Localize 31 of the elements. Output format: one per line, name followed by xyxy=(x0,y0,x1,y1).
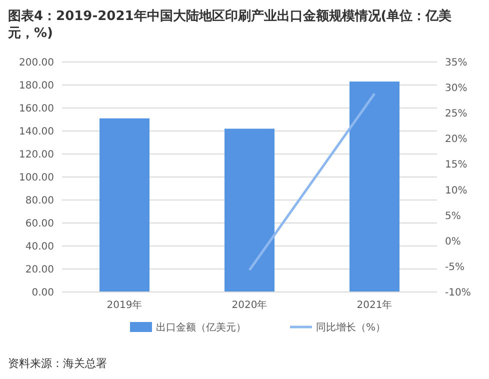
y-tick-label: 20.00 xyxy=(25,264,54,276)
y2-tick-label: 25% xyxy=(445,108,468,120)
y2-tick-label: 35% xyxy=(445,58,468,68)
y-tick-label: 80.00 xyxy=(25,196,54,206)
y-tick-label: 120.00 xyxy=(19,150,54,160)
y-tick-label: 100.00 xyxy=(19,172,54,184)
y2-tick-label: 10% xyxy=(445,185,468,196)
text: 资料来源：海关总署 xyxy=(8,357,107,370)
y-tick-label: 0.00 xyxy=(32,288,54,298)
y2-tick-label: -5% xyxy=(445,262,464,273)
bar xyxy=(100,118,150,292)
y-tick-label: 200.00 xyxy=(19,58,54,68)
y-tick-label: 140.00 xyxy=(19,126,54,138)
bar xyxy=(350,82,400,292)
legend-label: 同比增长（%） xyxy=(316,322,386,334)
y2-tick-label: 15% xyxy=(445,160,468,171)
x-tick-label: 2021年 xyxy=(356,299,392,311)
y-tick-label: 180.00 xyxy=(19,80,54,92)
y2-tick-label: 0% xyxy=(445,236,461,248)
bar xyxy=(224,128,274,292)
legend-label: 出口金额（亿美元） xyxy=(156,322,246,334)
x-tick-label: 2020年 xyxy=(232,299,268,311)
y2-tick-label: 5% xyxy=(445,210,461,222)
chart-title: 图表4：2019-2021年中国大陆地区印刷产业出口金额规模情况(单位：亿美元，%) xyxy=(7,8,452,41)
x-tick-label: 2019年 xyxy=(106,299,142,311)
y-tick-label: 160.00 xyxy=(19,104,54,114)
y2-tick-label: -10% xyxy=(445,288,471,298)
y2-tick-label: 20% xyxy=(445,134,468,146)
y-tick-label: 60.00 xyxy=(25,218,54,230)
y2-tick-label: 30% xyxy=(445,83,468,94)
y-tick-label: 40.00 xyxy=(25,242,54,252)
